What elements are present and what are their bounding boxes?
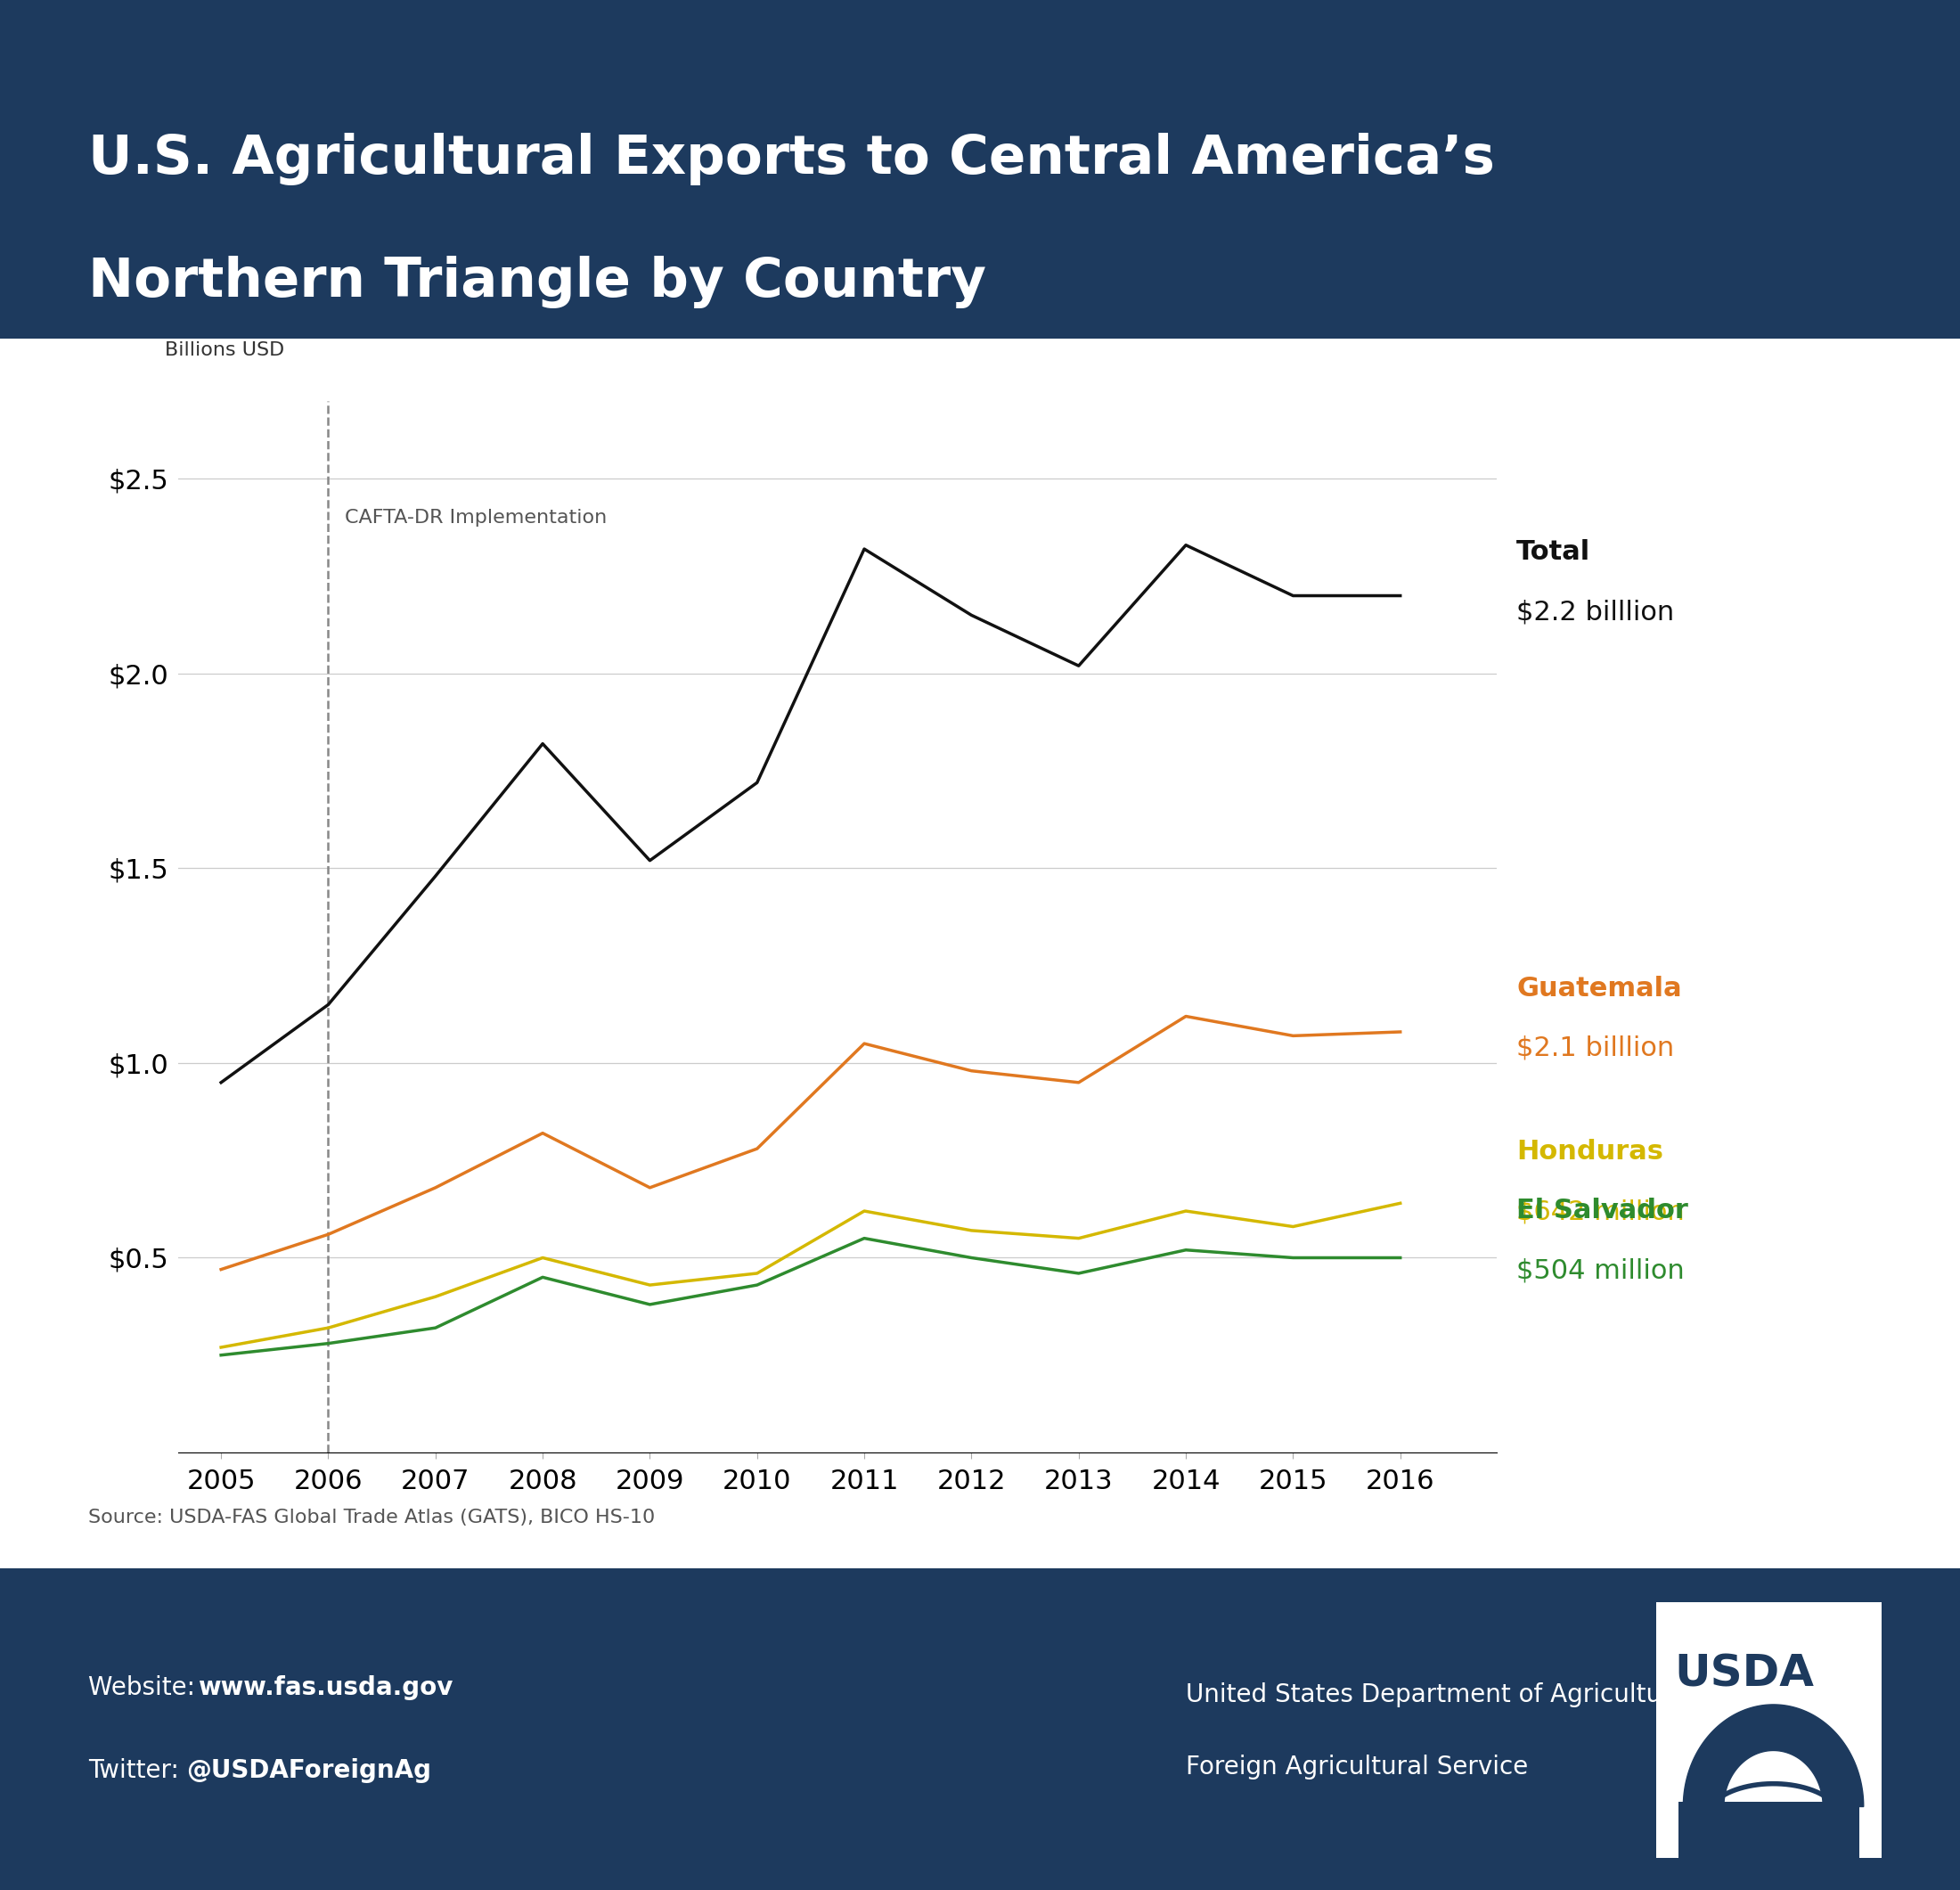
Text: Twitter:: Twitter: (88, 1758, 186, 1782)
Text: Northern Triangle by Country: Northern Triangle by Country (88, 255, 986, 308)
Text: $2.1 billlion: $2.1 billlion (1517, 1036, 1674, 1062)
Text: @USDAForeignAg: @USDAForeignAg (186, 1758, 431, 1782)
Text: U.S. Agricultural Exports to Central America’s: U.S. Agricultural Exports to Central Ame… (88, 132, 1495, 185)
Text: $504 million: $504 million (1517, 1257, 1684, 1283)
Text: $2.2 billlion: $2.2 billlion (1517, 599, 1674, 626)
Text: $642 million: $642 million (1517, 1198, 1684, 1225)
Text: Guatemala: Guatemala (1517, 975, 1682, 1002)
Text: United States Department of Agriculture: United States Department of Agriculture (1186, 1682, 1686, 1707)
Text: Billions USD: Billions USD (165, 340, 284, 359)
Text: www.fas.usda.gov: www.fas.usda.gov (198, 1675, 453, 1699)
Text: Foreign Agricultural Service: Foreign Agricultural Service (1186, 1754, 1529, 1778)
Bar (1678, 1801, 1858, 1858)
Text: El Salvador: El Salvador (1517, 1198, 1688, 1223)
Text: Total: Total (1517, 539, 1590, 565)
Text: CAFTA-DR Implementation: CAFTA-DR Implementation (345, 508, 606, 527)
Text: Honduras: Honduras (1517, 1140, 1664, 1164)
Polygon shape (1684, 1705, 1864, 1807)
Text: Source: USDA-FAS Global Trade Atlas (GATS), BICO HS-10: Source: USDA-FAS Global Trade Atlas (GAT… (88, 1508, 655, 1527)
Text: Website:: Website: (88, 1675, 204, 1699)
Text: USDA: USDA (1674, 1652, 1815, 1695)
